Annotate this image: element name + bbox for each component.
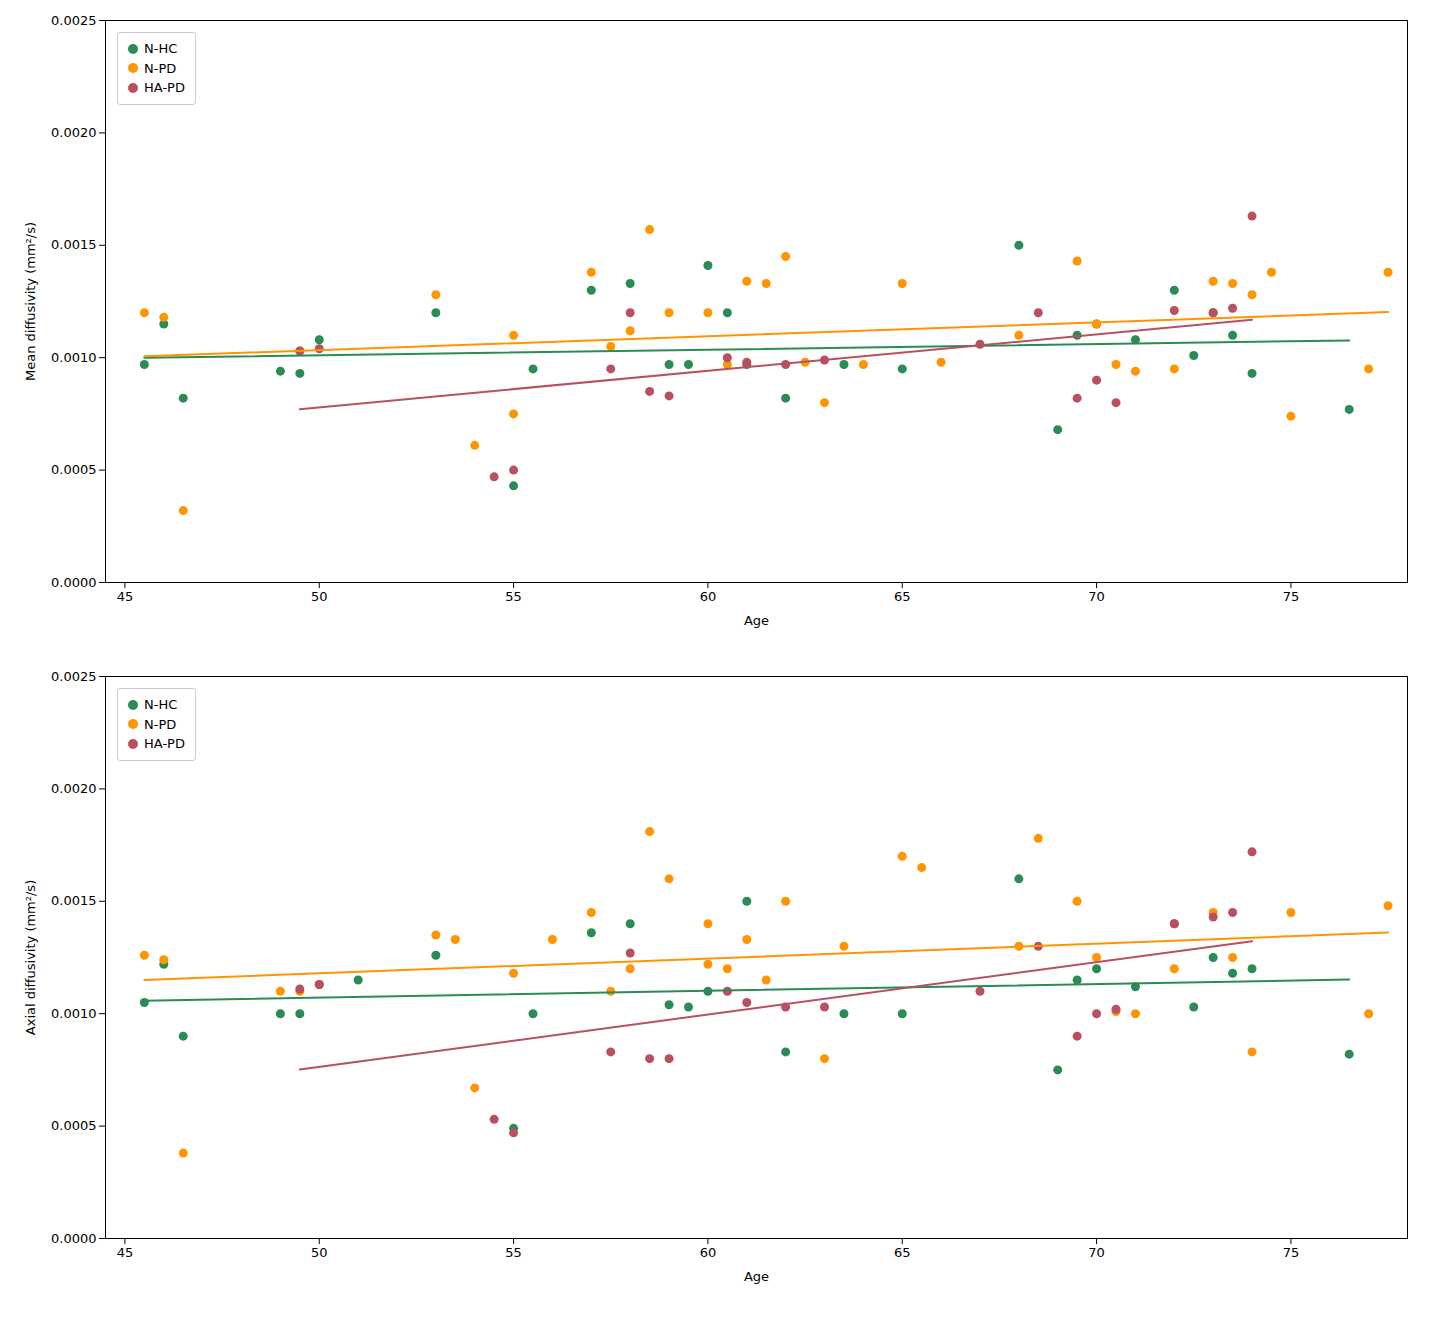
html-text:N-HC: N-HC	[144, 697, 178, 712]
svg-text:60: 60	[700, 1245, 717, 1260]
svg-text:60: 60	[700, 589, 717, 604]
svg-text:0.0005: 0.0005	[51, 462, 97, 477]
html-text:HA-PD: HA-PD	[144, 80, 185, 95]
svg-text:0.0015: 0.0015	[51, 237, 97, 252]
svg-text:65: 65	[894, 589, 911, 604]
svg-text:45: 45	[117, 1245, 134, 1260]
html-text:N-HC: N-HC	[144, 41, 178, 56]
svg-text:70: 70	[1088, 589, 1105, 604]
svg-text:75: 75	[1283, 1245, 1300, 1260]
svg-text:75: 75	[1283, 589, 1300, 604]
svg-text:0.0005: 0.0005	[51, 1118, 97, 1133]
svg-text:0.0015: 0.0015	[51, 893, 97, 908]
svg-text:50: 50	[311, 589, 328, 604]
html-text:N-PD: N-PD	[144, 716, 177, 732]
svg-text:0.0020: 0.0020	[51, 781, 97, 796]
svg-text:55: 55	[505, 589, 522, 604]
svg-text:0.0000: 0.0000	[51, 575, 97, 590]
svg-text:0.0010: 0.0010	[51, 1006, 97, 1021]
svg-text:65: 65	[894, 1245, 911, 1260]
svg-text:0.0025: 0.0025	[51, 669, 97, 684]
svg-text:Age: Age	[744, 1269, 769, 1284]
svg-text:0.0025: 0.0025	[51, 13, 97, 28]
svg-text:45: 45	[117, 589, 134, 604]
svg-text:Age: Age	[744, 613, 769, 628]
svg-text:Axial diffusivity (mm²/s): Axial diffusivity (mm²/s)	[23, 880, 38, 1035]
svg-text:55: 55	[505, 1245, 522, 1260]
svg-text:0.0000: 0.0000	[51, 1231, 97, 1246]
html-text:HA-PD: HA-PD	[144, 736, 185, 751]
svg-text:50: 50	[311, 1245, 328, 1260]
svg-text:Mean diffusivity (mm²/s): Mean diffusivity (mm²/s)	[23, 222, 38, 381]
svg-text:70: 70	[1088, 1245, 1105, 1260]
svg-text:0.0010: 0.0010	[51, 350, 97, 365]
html-text:N-PD: N-PD	[144, 60, 177, 76]
svg-text:0.0020: 0.0020	[51, 125, 97, 140]
